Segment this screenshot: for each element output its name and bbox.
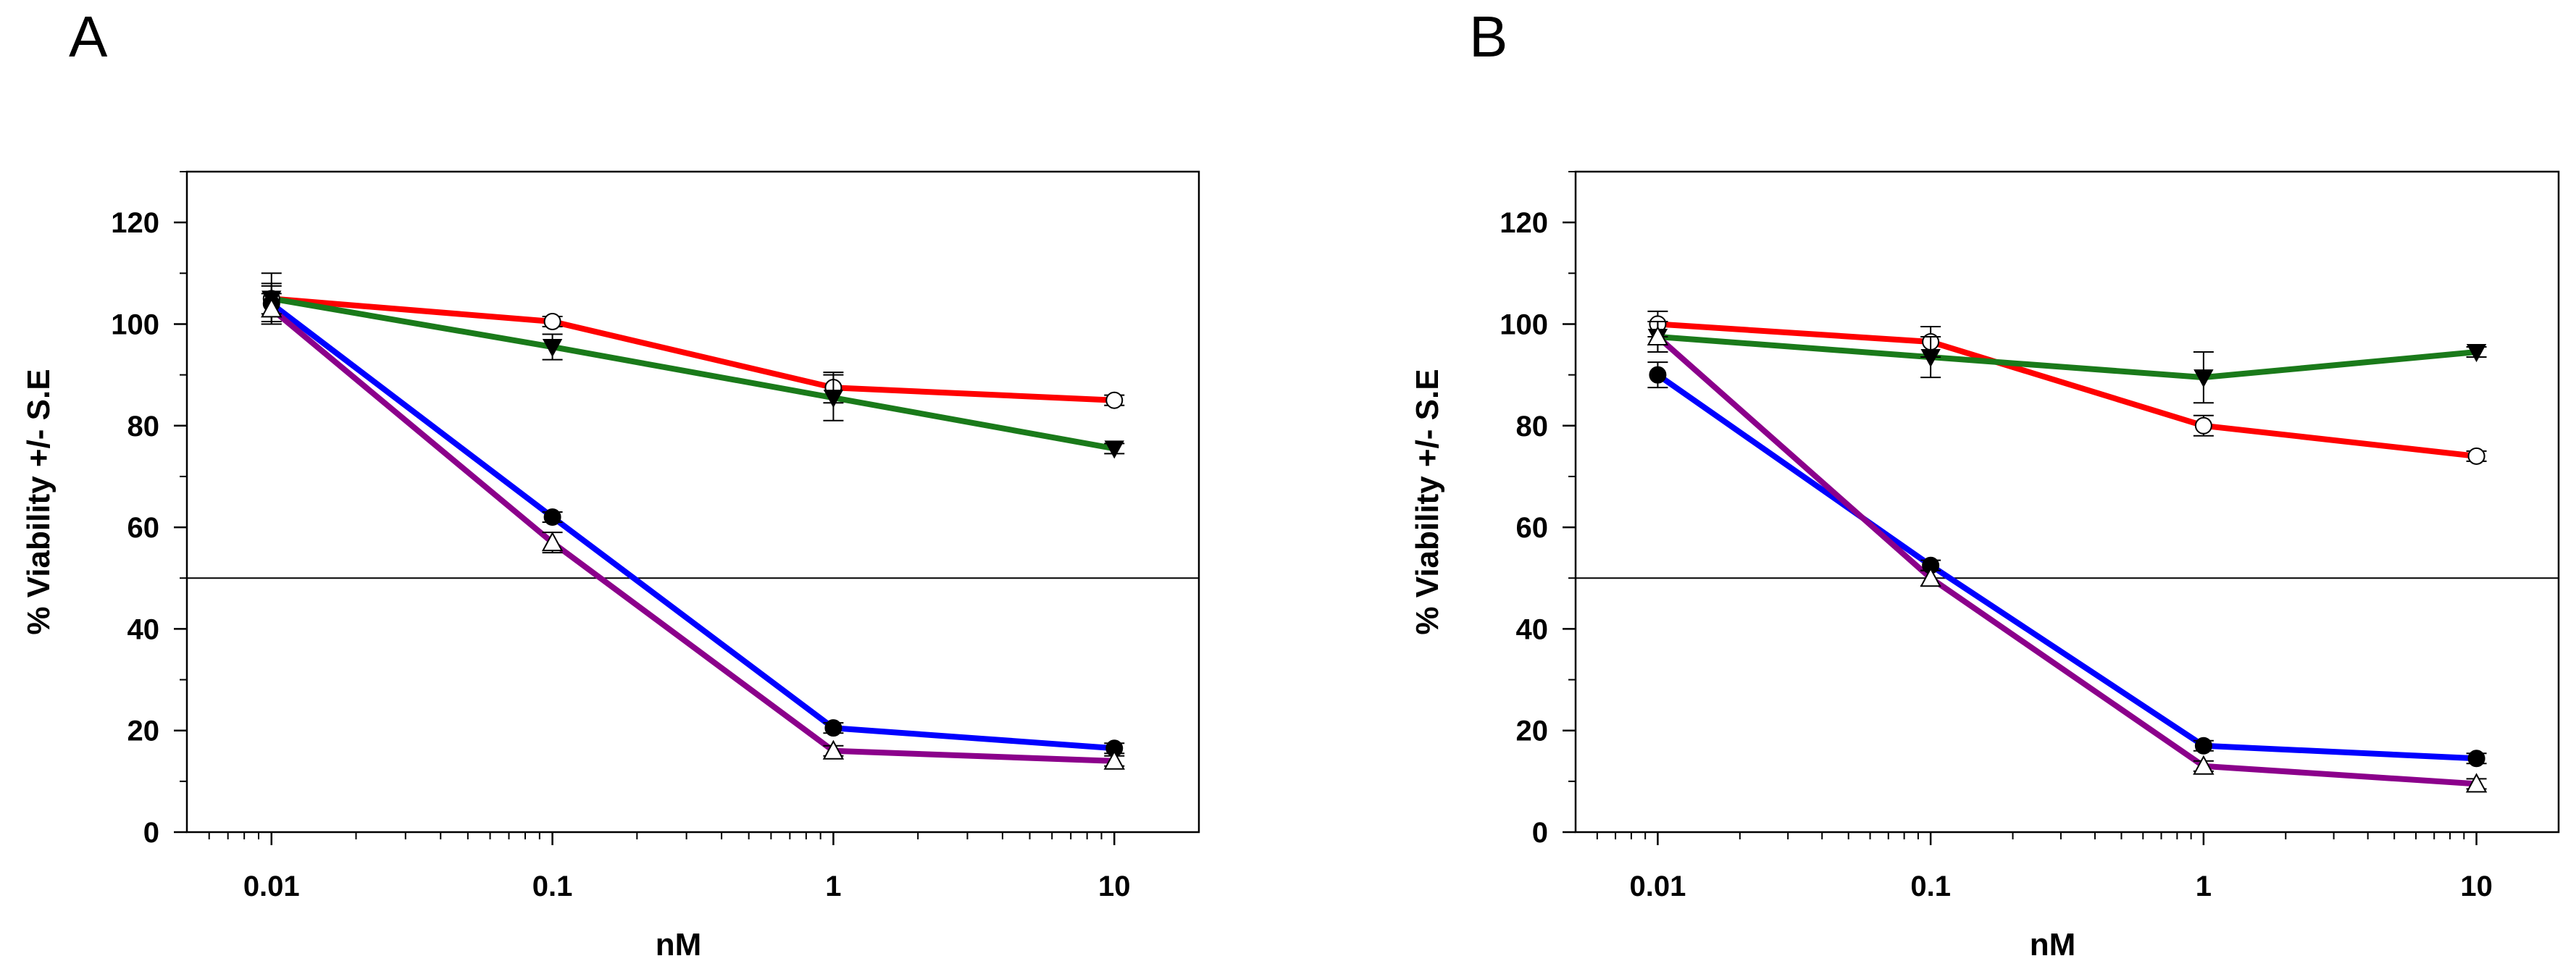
y-tick-label: 100 [1500,309,1548,340]
data-point-blue [1649,366,1667,384]
y-tick-label: 80 [127,411,160,442]
y-tick-label: 40 [1516,613,1549,645]
x-tick-label: 1 [825,871,841,902]
series-line-red [1657,321,2477,459]
x-tick-label: 0.1 [1910,871,1951,902]
data-point-red [1105,391,1124,409]
data-point-red [543,312,561,330]
x-tick-label: 0.1 [532,871,573,902]
chart-panel-b: 0 20 40 60 80 100 120 0.01 0.1 1 10 nM % Viability +… [1410,170,2560,962]
y-tick-label: 0 [143,817,159,849]
data-point-purple [822,739,845,760]
data-point-purple [1103,750,1125,770]
series-line-blue [269,301,1115,752]
y-axis-title: % Viability +/- S.E [21,369,57,634]
series-line-blue [1656,372,2477,762]
data-point-purple [1920,567,1941,587]
data-point-blue [824,719,842,737]
panel-label-b: B [1469,4,1507,69]
x-tick-label: 1 [2196,871,2212,902]
data-point-purple [2193,755,2215,775]
y-tick-label: 40 [127,613,160,645]
data-point-blue [543,508,561,527]
y-tick-label: 0 [1532,817,1548,849]
series-line-purple [1655,335,2477,787]
data-point-purple [541,532,564,552]
data-point-purple [261,298,283,318]
chart-panel-a: 0 20 40 60 80 100 120 0.01 0.1 1 10 nM % Viability +… [21,170,1200,962]
x-tick-label: 10 [2460,871,2493,902]
series-line-red [271,295,1115,403]
data-point-purple [1647,325,1669,345]
plot-frame [185,170,1200,834]
y-tick-label: 20 [127,716,160,747]
plot-frame [1574,170,2560,834]
y-tick-label: 20 [1516,716,1549,747]
data-point-blue [2467,750,2485,768]
series-line-purple [269,306,1115,764]
data-point-green [823,390,844,408]
data-point-green [2194,369,2214,388]
y-tick-label: 100 [111,309,159,340]
x-tick-label: 10 [1098,871,1131,902]
y-tick-label: 60 [1516,512,1549,544]
data-point-green [1920,349,1941,368]
x-axis-title: nM [2030,927,2076,962]
y-tick-label: 60 [127,512,160,544]
data-point-red [2467,447,2485,465]
y-tick-label: 80 [1516,411,1549,442]
y-tick-label: 120 [111,207,159,239]
x-axis-title: nM [656,927,702,962]
y-tick-label: 120 [1500,207,1548,239]
data-point-green [1104,440,1124,459]
data-point-red [2194,416,2212,435]
series-line-green [1657,334,2477,381]
x-tick-label: 0.01 [243,871,300,902]
x-tick-label: 0.01 [1629,871,1686,902]
data-point-blue [2194,737,2212,755]
series-line-green [271,295,1116,452]
data-point-purple [2465,773,2488,793]
panel-label-a: A [69,4,108,69]
y-axis-title: % Viability +/- S.E [1410,369,1445,634]
data-point-green [542,339,563,358]
data-point-green [2466,344,2487,363]
